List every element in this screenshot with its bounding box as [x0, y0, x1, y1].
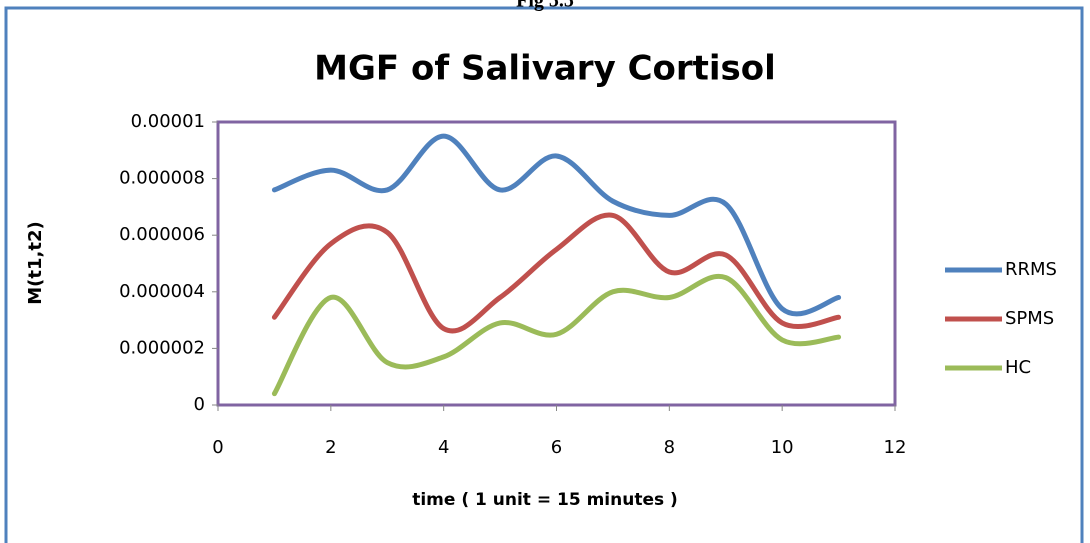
- x-tick-label: 0: [212, 437, 223, 458]
- legend-label: RRMS: [1005, 259, 1057, 280]
- x-tick-label: 6: [551, 437, 562, 458]
- series-line: [271, 212, 842, 334]
- series-line: [271, 133, 842, 317]
- y-tick-label: 0.00001: [131, 111, 205, 132]
- legend-label: HC: [1005, 357, 1031, 378]
- x-axis-label: time ( 1 unit = 15 minutes ): [412, 490, 678, 510]
- y-tick-label: 0.000004: [119, 281, 205, 302]
- chart-title: MGF of Salivary Cortisol: [314, 49, 776, 89]
- plot-border: [216, 120, 897, 407]
- y-tick-label: 0.000008: [119, 168, 205, 189]
- y-tick-label: 0: [194, 394, 205, 415]
- x-tick-label: 4: [438, 437, 449, 458]
- x-tick-label: 2: [325, 437, 336, 458]
- x-tick-label: 12: [884, 437, 907, 458]
- chart-border: [4, 6, 1084, 543]
- series-line: [271, 273, 842, 397]
- y-tick-label: 0.000002: [119, 337, 205, 358]
- legend-label: SPMS: [1005, 308, 1054, 329]
- y-axis-label: M(t1,t2): [25, 221, 46, 304]
- x-tick-label: 10: [771, 437, 794, 458]
- x-tick-label: 8: [664, 437, 675, 458]
- y-tick-label: 0.000006: [119, 224, 205, 245]
- figure-label: Fig 5.5: [516, 0, 574, 12]
